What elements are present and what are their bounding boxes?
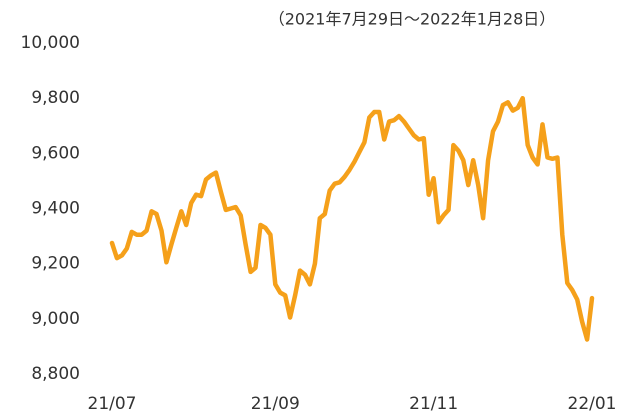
line-series	[109, 95, 595, 342]
chart-subtitle: （2021年7月29日～2022年1月28日）	[269, 10, 556, 29]
x-tick-label: 21/07	[88, 394, 137, 414]
y-tick-label: 9,000	[31, 309, 80, 329]
y-tick-label: 10,000	[21, 33, 80, 53]
y-tick-label: 8,800	[31, 364, 80, 384]
x-tick-label: 21/09	[251, 394, 300, 414]
y-tick-label: 9,400	[31, 199, 80, 219]
y-tick-label: 9,200	[31, 254, 80, 274]
x-tick-label: 21/11	[409, 394, 458, 414]
x-tick-label: 22/01	[568, 394, 617, 414]
y-tick-label: 9,800	[31, 88, 80, 108]
y-tick-label: 9,600	[31, 143, 80, 163]
